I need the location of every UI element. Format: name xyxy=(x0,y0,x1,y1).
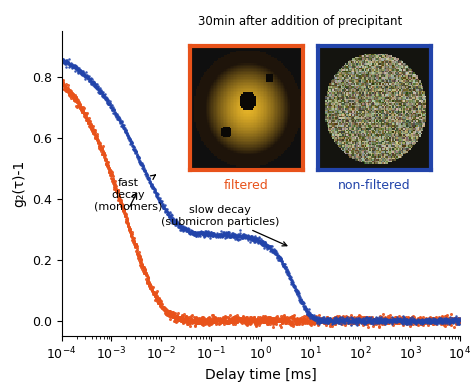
Y-axis label: g₂(τ)-1: g₂(τ)-1 xyxy=(12,160,27,207)
Text: fast
decay
(monomers): fast decay (monomers) xyxy=(94,175,163,211)
Text: 30min after addition of precipitant: 30min after addition of precipitant xyxy=(199,15,402,28)
Text: non-filtered: non-filtered xyxy=(338,179,411,193)
X-axis label: Delay time [ms]: Delay time [ms] xyxy=(205,368,317,382)
Text: slow decay
(submicron particles): slow decay (submicron particles) xyxy=(161,205,287,246)
Text: filtered: filtered xyxy=(224,179,269,193)
